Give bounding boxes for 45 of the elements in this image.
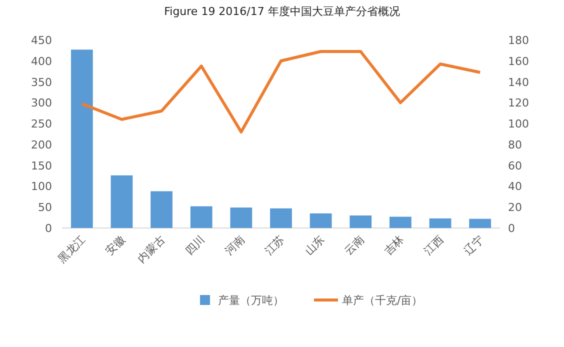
y-tick-label: 150 — [31, 159, 52, 172]
y2-tick-label: 20 — [508, 201, 522, 214]
y-tick-label: 200 — [31, 138, 52, 152]
y-tick-label: 50 — [38, 201, 52, 214]
chart-title: Figure 19 2016/17 年度中国大豆单产分省概况 — [164, 5, 400, 18]
y2-tick-label: 140 — [508, 76, 529, 89]
x-tick-label: 江苏 — [262, 232, 288, 258]
y-tick-label: 350 — [31, 76, 52, 89]
bar — [390, 216, 412, 228]
bar — [429, 218, 452, 228]
x-tick-label: 安徽 — [103, 232, 128, 258]
bar — [230, 208, 252, 228]
bar — [150, 191, 172, 228]
x-tick-label: 山东 — [302, 232, 327, 258]
y2-tick-label: 160 — [508, 54, 529, 68]
bar — [70, 50, 93, 228]
y-tick-label: 0 — [45, 222, 52, 235]
x-tick-label: 四川 — [182, 232, 208, 258]
legend-label: 单产（千克/亩） — [342, 294, 423, 307]
bar — [190, 206, 212, 228]
y2-tick-label: 80 — [508, 138, 522, 152]
y-tick-label: 250 — [31, 118, 52, 131]
y2-tick-label: 100 — [508, 118, 529, 131]
legend-label: 产量（万吨） — [218, 294, 284, 307]
y2-tick-label: 180 — [508, 34, 529, 47]
y2-tick-label: 0 — [508, 222, 515, 235]
x-tick-label: 江西 — [422, 232, 446, 258]
x-tick-label: 内蒙古 — [135, 232, 168, 266]
bar — [310, 213, 332, 228]
x-tick-label: 辽宁 — [461, 232, 486, 258]
x-tick-label: 云南 — [342, 232, 367, 258]
y-tick-label: 100 — [31, 180, 52, 194]
y2-tick-label: 60 — [508, 159, 522, 172]
y2-tick-label: 120 — [508, 96, 529, 110]
x-tick-label: 河南 — [222, 232, 248, 258]
bar — [110, 175, 133, 228]
y2-tick-label: 40 — [508, 180, 522, 194]
bar — [270, 208, 292, 228]
y-tick-label: 300 — [31, 96, 52, 110]
x-tick-label: 黑龙江 — [56, 232, 88, 266]
y-tick-label: 450 — [31, 34, 52, 47]
y-tick-label: 400 — [31, 54, 52, 68]
bar — [350, 215, 372, 228]
x-tick-label: 吉林 — [382, 232, 407, 258]
bar — [469, 218, 492, 228]
